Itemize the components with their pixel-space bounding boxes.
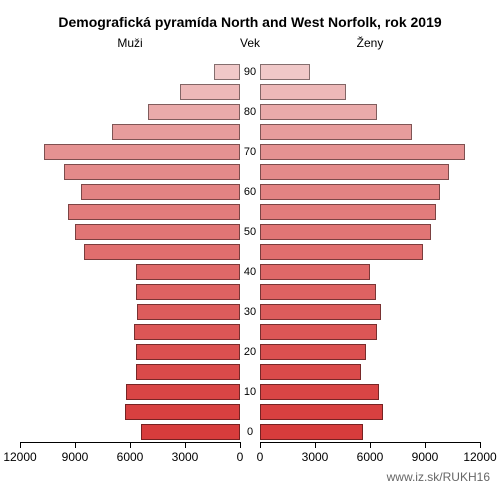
male-bar bbox=[134, 324, 240, 340]
male-bar bbox=[148, 104, 240, 120]
x-tick-label: 12000 bbox=[455, 450, 500, 464]
male-bar bbox=[180, 84, 241, 100]
male-bar bbox=[136, 284, 241, 300]
female-bar bbox=[260, 124, 412, 140]
x-tick-label: 0 bbox=[235, 450, 285, 464]
female-bar bbox=[260, 284, 376, 300]
label-male: Muži bbox=[90, 36, 170, 50]
y-tick-label: 40 bbox=[238, 266, 262, 278]
female-bar bbox=[260, 304, 381, 320]
x-tick bbox=[20, 442, 21, 448]
female-bar bbox=[260, 424, 363, 440]
x-tick bbox=[260, 442, 261, 448]
female-bar bbox=[260, 104, 377, 120]
male-bar bbox=[136, 364, 241, 380]
male-bar bbox=[84, 244, 240, 260]
x-tick bbox=[185, 442, 186, 448]
female-bar bbox=[260, 204, 436, 220]
male-bar bbox=[136, 344, 241, 360]
male-bar bbox=[81, 184, 241, 200]
female-bar bbox=[260, 244, 423, 260]
label-female: Ženy bbox=[330, 36, 410, 50]
male-bar bbox=[126, 384, 240, 400]
female-bar bbox=[260, 84, 346, 100]
male-bar bbox=[68, 204, 240, 220]
x-tick-label: 6000 bbox=[345, 450, 395, 464]
female-bar bbox=[260, 264, 370, 280]
x-tick-label: 9000 bbox=[400, 450, 450, 464]
x-tick bbox=[75, 442, 76, 448]
y-tick-label: 90 bbox=[238, 66, 262, 78]
male-bar bbox=[64, 164, 240, 180]
y-tick-label: 50 bbox=[238, 226, 262, 238]
x-tick-label: 6000 bbox=[105, 450, 155, 464]
x-tick-label: 12000 bbox=[0, 450, 45, 464]
x-tick-label: 9000 bbox=[50, 450, 100, 464]
female-bar bbox=[260, 404, 383, 420]
y-tick-label: 20 bbox=[238, 346, 262, 358]
male-bar bbox=[136, 264, 241, 280]
source-url: www.iz.sk/RUKH16 bbox=[340, 470, 490, 484]
female-bar bbox=[260, 364, 361, 380]
female-bar bbox=[260, 224, 431, 240]
female-bar bbox=[260, 184, 440, 200]
x-tick bbox=[425, 442, 426, 448]
female-bar bbox=[260, 164, 449, 180]
male-bar bbox=[75, 224, 240, 240]
y-tick-label: 0 bbox=[238, 426, 262, 438]
x-tick bbox=[315, 442, 316, 448]
chart-title: Demografická pyramída North and West Nor… bbox=[0, 14, 500, 30]
x-tick bbox=[240, 442, 241, 448]
female-bar bbox=[260, 64, 310, 80]
female-bar bbox=[260, 144, 465, 160]
y-tick-label: 80 bbox=[238, 106, 262, 118]
male-bar bbox=[137, 304, 240, 320]
male-bar bbox=[125, 404, 241, 420]
y-tick-label: 10 bbox=[238, 386, 262, 398]
x-tick-label: 3000 bbox=[160, 450, 210, 464]
female-bar bbox=[260, 344, 366, 360]
female-bar bbox=[260, 384, 379, 400]
x-tick-label: 3000 bbox=[290, 450, 340, 464]
x-tick bbox=[130, 442, 131, 448]
x-tick bbox=[370, 442, 371, 448]
y-tick-label: 60 bbox=[238, 186, 262, 198]
male-bar bbox=[112, 124, 240, 140]
label-age: Vek bbox=[230, 36, 270, 50]
male-bar bbox=[44, 144, 240, 160]
x-tick bbox=[480, 442, 481, 448]
male-bar bbox=[214, 64, 240, 80]
male-bar bbox=[141, 424, 240, 440]
female-bar bbox=[260, 324, 377, 340]
y-tick-label: 70 bbox=[238, 146, 262, 158]
pyramid-chart: Demografická pyramída North and West Nor… bbox=[0, 0, 500, 500]
y-tick-label: 30 bbox=[238, 306, 262, 318]
